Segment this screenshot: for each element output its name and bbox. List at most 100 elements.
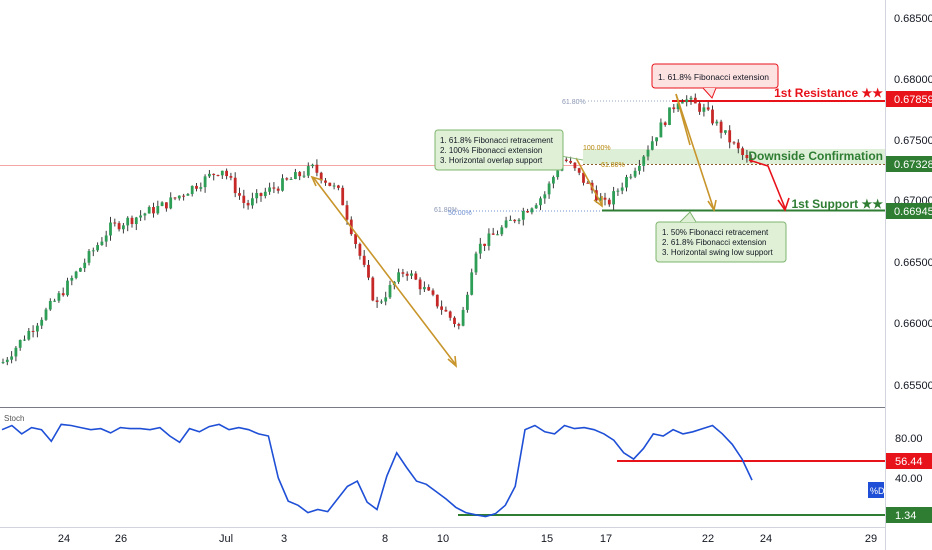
candle-body xyxy=(156,205,160,214)
candle-body xyxy=(126,217,130,226)
candle-body xyxy=(724,130,727,133)
fib-label: 61.80% xyxy=(562,99,586,106)
candle-body xyxy=(474,253,478,273)
candle-body xyxy=(186,194,190,196)
badge-value: %D xyxy=(870,486,885,496)
candle-body xyxy=(491,233,495,235)
candle-body xyxy=(431,290,435,295)
candle-body xyxy=(530,208,534,213)
fib-arrow-right xyxy=(675,93,715,211)
price-tick: 0.68500 xyxy=(894,13,932,25)
time-tick: 10 xyxy=(437,533,449,545)
osc-badge-red: 56.44 xyxy=(886,453,932,469)
candle-body xyxy=(96,245,99,251)
candle-body xyxy=(423,287,426,290)
candle-body xyxy=(410,273,413,276)
price-tick: 0.66000 xyxy=(894,318,932,330)
badge-bg xyxy=(868,482,884,498)
candle-body xyxy=(225,170,228,177)
candle-body xyxy=(500,227,504,235)
candle-body xyxy=(246,202,250,206)
badge-value: 56.44 xyxy=(895,456,923,468)
candle-body xyxy=(18,339,22,348)
candle-body xyxy=(358,244,362,256)
price-tick: 0.66500 xyxy=(894,257,932,269)
candle-body xyxy=(599,197,603,201)
candle-body xyxy=(147,207,151,214)
candle-body xyxy=(263,191,267,197)
fib-label: 50.00% xyxy=(448,210,472,217)
confirmation-name: Downside Confirmation xyxy=(748,149,883,163)
annotation-box xyxy=(655,221,787,263)
candle-body xyxy=(582,172,585,183)
downside-arrow-path xyxy=(748,159,786,209)
candle-body xyxy=(255,193,259,199)
candle-body xyxy=(130,217,134,225)
candle-body xyxy=(715,121,719,124)
time-tick: 22 xyxy=(702,533,714,545)
candle-body xyxy=(672,107,676,110)
candle-body xyxy=(306,166,310,176)
badge-bg xyxy=(886,203,932,219)
candle-body xyxy=(328,182,332,186)
candle-body xyxy=(208,173,211,177)
candle-body xyxy=(681,102,684,104)
candle-body xyxy=(663,122,667,125)
candle-body xyxy=(285,178,289,180)
candle-body xyxy=(109,222,112,236)
candle-body xyxy=(616,190,620,192)
fib-arrow-mid-head xyxy=(593,196,603,208)
annotation-text: 1. 50% Fibonacci retracement xyxy=(662,228,769,237)
annotation-text: 2. 100% Fibonacci extension xyxy=(440,146,542,155)
candle-body xyxy=(268,187,271,192)
fib-arrow-mid xyxy=(575,157,603,206)
candle-body xyxy=(259,193,263,197)
candle-body xyxy=(276,188,280,191)
candle-body xyxy=(341,187,345,206)
time-tick: 26 xyxy=(115,533,127,545)
candle-body xyxy=(620,187,624,191)
candle-body xyxy=(298,172,302,177)
annotation-text: 1. 61.8% Fibonacci retracement xyxy=(440,136,554,145)
candle-body xyxy=(190,185,194,195)
candle-body xyxy=(466,294,469,310)
downside-arrow-head xyxy=(777,197,790,212)
support-name: 1st Support ★★ xyxy=(791,197,883,211)
candle-body xyxy=(117,223,121,230)
candle-body xyxy=(526,211,529,213)
candle-body xyxy=(182,195,185,197)
candle-body xyxy=(539,198,542,206)
candle-body xyxy=(496,234,499,236)
fib-arrow-left-tail xyxy=(310,175,323,187)
candle-body xyxy=(113,222,117,224)
candle-body xyxy=(371,277,375,301)
candle-body xyxy=(745,155,749,159)
annotation-confirmation: 1. 61.8% Fibonacci retracement 2. 100% F… xyxy=(434,129,564,171)
candle-body xyxy=(638,165,641,171)
candle-body xyxy=(513,219,517,222)
candle-body xyxy=(689,97,693,100)
candle-body xyxy=(375,300,379,303)
candle-body xyxy=(14,347,18,357)
candle-body xyxy=(741,148,744,156)
candle-body xyxy=(229,176,233,178)
candle-body xyxy=(650,141,654,150)
candle-body xyxy=(504,220,508,228)
time-tick: 17 xyxy=(600,533,612,545)
candle-body xyxy=(625,177,628,188)
candle-body xyxy=(509,219,512,221)
candle-body xyxy=(251,198,254,206)
time-tick: 24 xyxy=(760,533,772,545)
candle-body xyxy=(83,262,87,269)
candle-body xyxy=(53,300,56,302)
candle-body xyxy=(711,109,714,124)
candle-body xyxy=(70,277,74,281)
candle-body xyxy=(470,272,474,295)
candle-body xyxy=(440,306,443,310)
candle-body xyxy=(242,195,246,203)
candle-body xyxy=(195,185,198,189)
annotation-support: 1. 50% Fibonacci retracement 2. 61.8% Fi… xyxy=(655,211,787,263)
candle-body xyxy=(543,194,547,199)
candle-body xyxy=(487,233,491,246)
